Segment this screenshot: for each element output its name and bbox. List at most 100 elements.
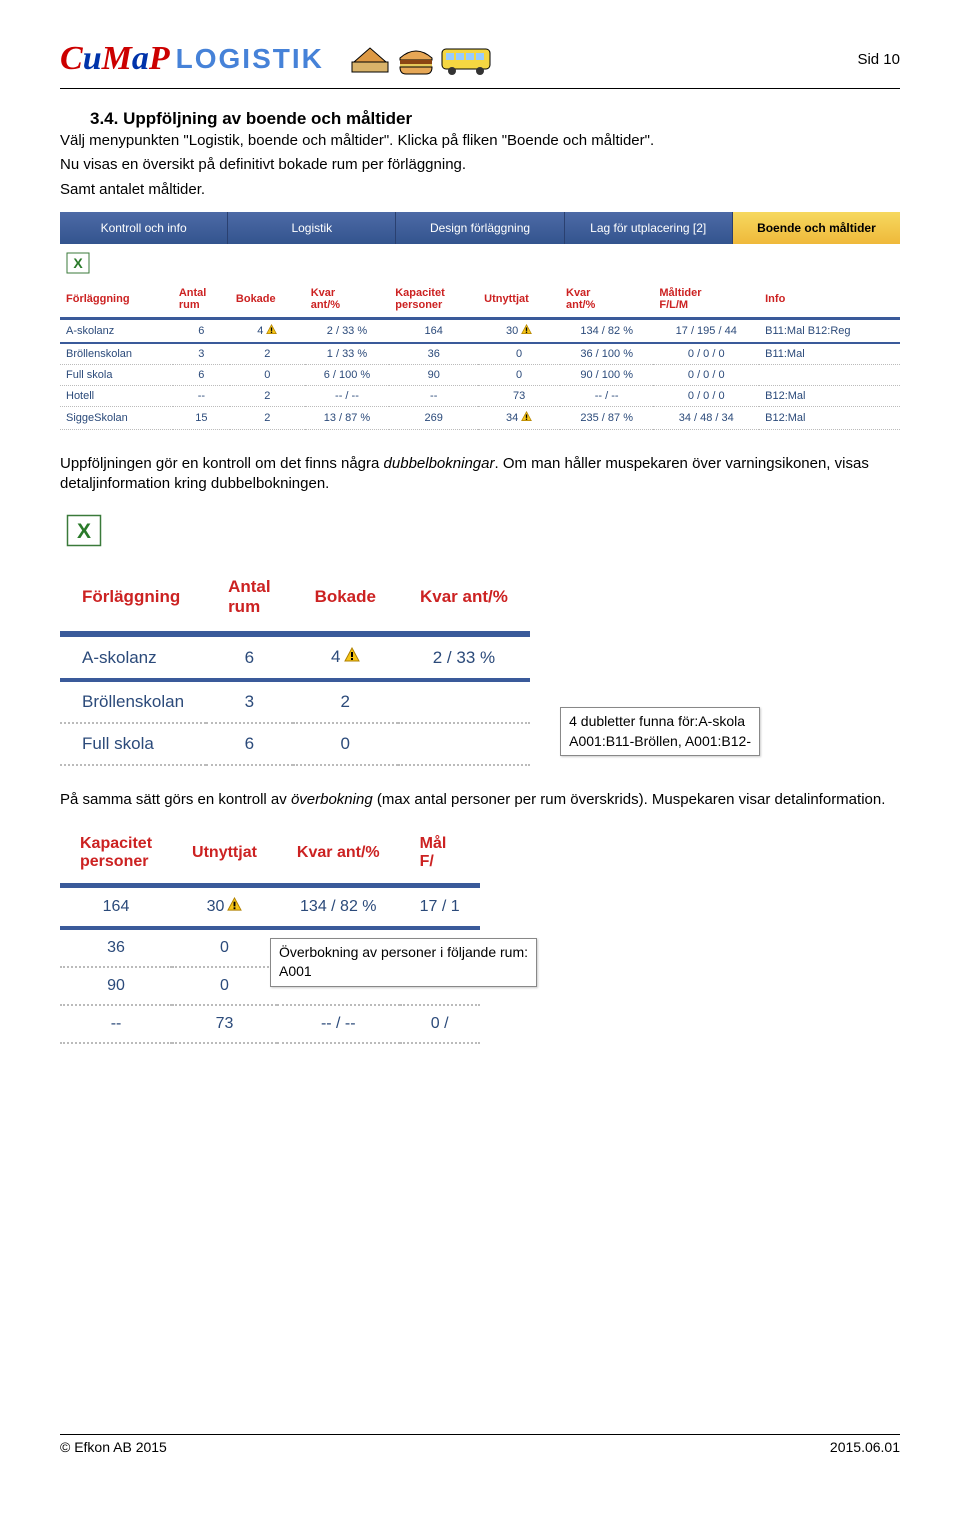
table-cell: 164 [389, 318, 478, 343]
col-header: Förläggning [60, 563, 206, 634]
page-number: Sid 10 [857, 51, 900, 68]
table-cell: 0 [478, 364, 560, 385]
table-cell: 1 / 33 % [305, 343, 390, 365]
para-over-a: På samma sätt görs en kontroll av [60, 791, 291, 808]
table-cell: 3 [206, 680, 293, 723]
para-over-b: (max antal personer per rum överskrids).… [373, 791, 886, 808]
table-cell: 2 [230, 406, 305, 429]
table-cell: Full skola [60, 723, 206, 765]
table-cell: 15 [173, 406, 230, 429]
tab-1[interactable]: Logistik [228, 212, 396, 244]
tab-0[interactable]: Kontroll och info [60, 212, 228, 244]
table-cell [398, 723, 530, 765]
col-header: MåltiderF/L/M [653, 281, 759, 319]
over-table: KapacitetpersonerUtnyttjatKvar ant/%MålF… [60, 823, 480, 1044]
table-cell: 90 [60, 967, 172, 1005]
table-cell: 6 [173, 364, 230, 385]
logo-cumap: CuMaP [60, 40, 170, 78]
tab-4[interactable]: Boende och måltider [733, 212, 900, 244]
overview-table: FörläggningAntalrumBokadeKvarant/%Kapaci… [60, 281, 900, 430]
footer-right: 2015.06.01 [830, 1439, 900, 1455]
table-cell: -- / -- [305, 385, 390, 406]
screenshot-overview: Kontroll och infoLogistikDesign förläggn… [60, 212, 900, 430]
screenshot-dubbel: X FörläggningAntalrumBokadeKvar ant/%A-s… [60, 506, 760, 766]
burger-icon [396, 42, 436, 76]
table-cell: 6 [206, 634, 293, 680]
table-cell: 0 / 0 / 0 [653, 364, 759, 385]
table-cell [759, 364, 900, 385]
table-cell: -- [60, 1005, 172, 1043]
header-icons [350, 41, 496, 77]
table-row: Bröllenskolan321 / 33 %36036 / 100 %0 / … [60, 343, 900, 365]
section-p2: Nu visas en översikt på definitivt bokad… [60, 155, 900, 175]
para-dubbel: Uppföljningen gör en kontroll om det fin… [60, 454, 900, 495]
table-cell: 90 [389, 364, 478, 385]
tooltip-dubbel-line1: 4 dubletter funna för:A-skola [569, 713, 745, 729]
table-cell: 0 [293, 723, 398, 765]
table-cell: 2 [230, 343, 305, 365]
table-cell: B11:Mal B12:Reg [759, 318, 900, 343]
col-header: Antalrum [173, 281, 230, 319]
header-rule [60, 88, 900, 89]
table-cell: 0 / 0 / 0 [653, 343, 759, 365]
para-over-em: överbokning [291, 791, 373, 808]
footer-left: © Efkon AB 2015 [60, 1439, 167, 1455]
table-cell: 36 [389, 343, 478, 365]
table-row: 16430134 / 82 %17 / 1 [60, 885, 480, 928]
table-cell: 2 [230, 385, 305, 406]
table-cell: 73 [478, 385, 560, 406]
table-row: Full skola606 / 100 %90090 / 100 %0 / 0 … [60, 364, 900, 385]
table-cell: 90 / 100 % [560, 364, 653, 385]
svg-text:X: X [73, 255, 83, 271]
table-cell: 6 [206, 723, 293, 765]
table-row: Full skola60 [60, 723, 530, 765]
tooltip-over-line1: Överbokning av personer i följande rum: [279, 944, 528, 960]
table-cell: 34 [478, 406, 560, 429]
table-cell: 3 [173, 343, 230, 365]
table-row: Hotell--2-- / ----73-- / --0 / 0 / 0B12:… [60, 385, 900, 406]
page-header: CuMaP LOGISTIK Sid 10 [60, 40, 900, 78]
col-header: Bokade [293, 563, 398, 634]
col-header: Kvarant/% [560, 281, 653, 319]
table-cell: Hotell [60, 385, 173, 406]
para-dubbel-em: dubbelbokningar [384, 455, 495, 472]
warning-icon [521, 324, 532, 338]
tab-3[interactable]: Lag för utplacering [2] [565, 212, 733, 244]
bed-icon [350, 42, 392, 76]
table-cell: 30 [172, 885, 277, 928]
table-cell: 134 / 82 % [560, 318, 653, 343]
table-row: A-skolanz642 / 33 % [60, 634, 530, 680]
warning-icon [227, 897, 242, 917]
table-cell: 36 / 100 % [560, 343, 653, 365]
col-header: Utnyttjat [478, 281, 560, 319]
table-cell: 0 [478, 343, 560, 365]
svg-text:X: X [77, 520, 91, 543]
table-cell: 2 [293, 680, 398, 723]
table-cell: 0 [230, 364, 305, 385]
section-p1: Välj menypunkten "Logistik, boende och m… [60, 131, 900, 151]
table-cell: 17 / 1 [400, 885, 480, 928]
dubbel-table: FörläggningAntalrumBokadeKvar ant/%A-sko… [60, 563, 530, 766]
col-header: Bokade [230, 281, 305, 319]
logo-logistik: LOGISTIK [176, 43, 324, 75]
table-cell: B11:Mal [759, 343, 900, 365]
table-row: SiggeSkolan15213 / 87 %26934235 / 87 %34… [60, 406, 900, 429]
table-cell: 2 / 33 % [305, 318, 390, 343]
para-over: På samma sätt görs en kontroll av överbo… [60, 790, 900, 810]
table-cell: 17 / 195 / 44 [653, 318, 759, 343]
table-cell: -- [173, 385, 230, 406]
tab-2[interactable]: Design förläggning [396, 212, 564, 244]
table-cell: 134 / 82 % [277, 885, 400, 928]
section-heading: 3.4. Uppföljning av boende och måltider [90, 109, 900, 129]
table-cell: 0 [172, 967, 277, 1005]
table-cell: 13 / 87 % [305, 406, 390, 429]
col-header: Kvar ant/% [398, 563, 530, 634]
page-footer: © Efkon AB 2015 2015.06.01 [60, 1434, 900, 1455]
table-cell: 30 [478, 318, 560, 343]
excel-export-icon[interactable]: X [66, 514, 102, 547]
excel-export-icon[interactable]: X [66, 252, 90, 274]
warning-icon [344, 647, 360, 668]
table-cell: 4 [230, 318, 305, 343]
table-cell: 0 / [400, 1005, 480, 1043]
col-header: Kapacitetpersoner [60, 823, 172, 886]
